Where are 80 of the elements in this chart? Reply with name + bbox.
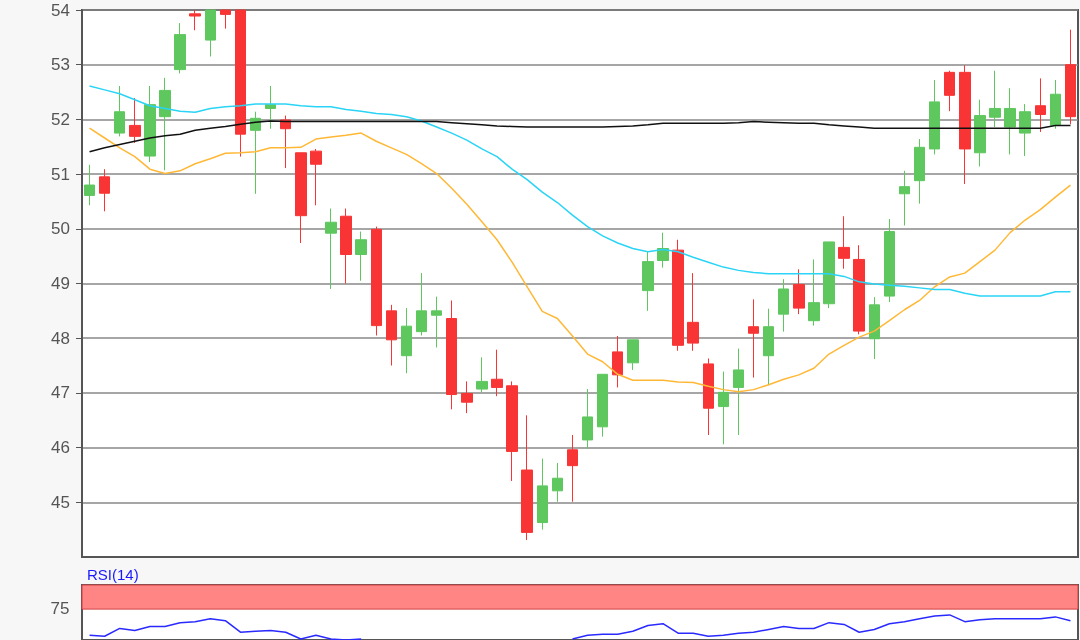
candlestick [612, 335, 623, 388]
candlestick [597, 373, 608, 438]
candlestick [899, 170, 910, 227]
candlestick [159, 77, 171, 171]
candlestick [114, 85, 125, 137]
y-tick-label: 50 [51, 219, 70, 239]
candlestick [461, 380, 473, 414]
candlestick [944, 70, 955, 112]
candlestick [718, 371, 729, 445]
candlestick [491, 349, 503, 397]
y-tick-label: 54 [51, 0, 70, 20]
y-tick-label: 45 [51, 492, 70, 512]
candlestick [84, 164, 95, 206]
candlestick [537, 458, 548, 531]
y-tick-label: 46 [51, 438, 70, 458]
chart-title: RSI(14) [87, 566, 139, 583]
candlestick [959, 64, 971, 185]
candlestick [929, 79, 940, 155]
candlestick [1019, 103, 1031, 157]
line-series [88, 85, 1072, 297]
candlestick [627, 339, 639, 371]
candlestick [763, 308, 774, 386]
y-tick-label: 49 [51, 274, 70, 293]
candlestick [250, 111, 261, 195]
candlestick [733, 348, 744, 436]
candlestick [386, 304, 397, 367]
candlestick [567, 434, 578, 503]
candlestick [703, 357, 714, 436]
candlestick [823, 241, 835, 309]
candlestick [1050, 79, 1061, 130]
candlestick [793, 268, 805, 315]
candlestick [310, 148, 322, 206]
candlestick [506, 380, 518, 482]
candlestick [99, 168, 110, 212]
candlestick [914, 138, 925, 205]
candlestick [778, 278, 789, 333]
y-tick-label: 53 [51, 55, 70, 75]
candlestick [340, 208, 352, 284]
candlestick [521, 414, 533, 541]
candlestick [552, 462, 563, 503]
candlestick [265, 85, 276, 130]
y-tick-label: 48 [51, 328, 70, 348]
candlestick [401, 307, 412, 374]
candlestick [989, 70, 1001, 128]
line-series [88, 120, 1072, 153]
candlestick [748, 298, 759, 379]
candlestick [476, 356, 488, 393]
band-label: 75 [50, 598, 70, 618]
candlestick [431, 296, 442, 348]
candlestick [808, 258, 820, 327]
candlestick [371, 226, 382, 336]
candlestick [295, 152, 307, 244]
candlestick [974, 99, 986, 167]
candlestick [280, 115, 291, 169]
candlestick [687, 272, 699, 352]
candlestick [355, 231, 367, 282]
candlestick [582, 388, 593, 450]
candlestick [144, 85, 156, 163]
candlestick [189, 9, 201, 31]
candlestick [416, 272, 427, 336]
line-series [88, 127, 1072, 393]
candlestick [869, 296, 880, 360]
candlestick [325, 208, 337, 290]
candlestick [174, 22, 186, 74]
candlestick [235, 9, 246, 158]
candlestick [884, 218, 895, 303]
candlestick [838, 215, 850, 270]
candlestick [1035, 77, 1046, 133]
candlestick [853, 244, 865, 335]
candlestick [1004, 87, 1016, 155]
candlestick [220, 9, 231, 30]
candlestick [642, 250, 654, 312]
y-tick-label: 47 [51, 383, 70, 403]
candlestick [446, 299, 457, 410]
y-tick-label: 52 [51, 109, 70, 129]
candlestick [205, 9, 216, 57]
candlestick [672, 239, 684, 352]
candlestick [129, 97, 141, 144]
y-tick-label: 51 [51, 164, 70, 184]
candlestick [1065, 29, 1076, 125]
